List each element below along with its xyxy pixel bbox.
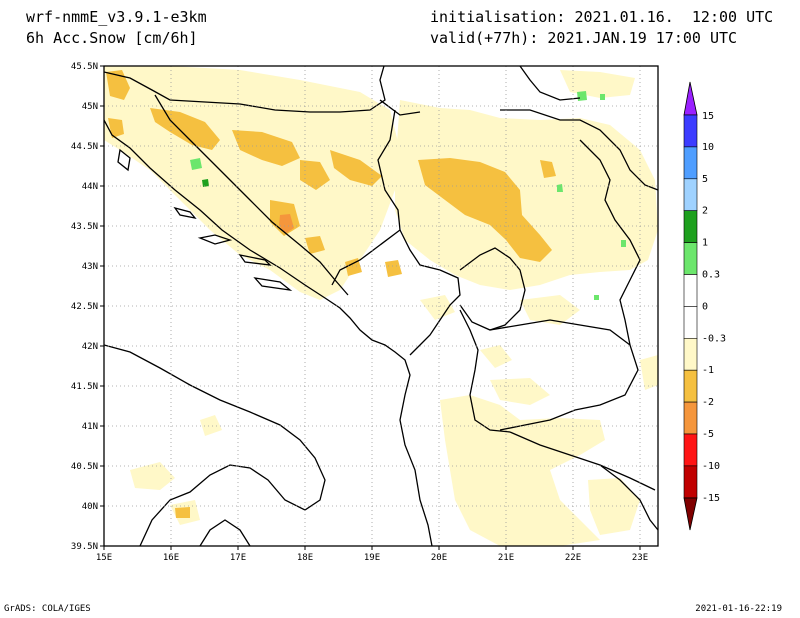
lon-labels: 15E 16E 17E 18E 19E 20E 21E 22E 23E (96, 553, 648, 563)
legend-swatch (683, 401, 698, 435)
legend-label: 10 (702, 142, 714, 153)
footer-right: 2021-01-16-22:19 (695, 604, 782, 614)
legend-swatch (683, 114, 698, 148)
legend-label: -15 (702, 493, 720, 504)
legend-label: 2 (702, 206, 708, 217)
lon-label: 21E (498, 553, 514, 563)
legend-label: -1 (702, 365, 714, 376)
lon-label: 22E (565, 553, 581, 563)
legend-label: 1 (702, 238, 708, 249)
lat-label: 44.5N (71, 142, 98, 152)
lat-label: 45.5N (71, 62, 98, 72)
snow-field (104, 66, 658, 546)
legend-swatch (683, 337, 698, 371)
lat-label: 41.5N (71, 382, 98, 392)
lon-label: 16E (163, 553, 179, 563)
lon-label: 18E (297, 553, 313, 563)
lat-labels: 45.5N 45N 44.5N 44N 43.5N 43N 42.5N 42N … (71, 62, 98, 552)
legend-label-top: 15 (702, 111, 714, 122)
color-legend: 15 10 5 2 1 0.3 0 -0.3 -1 -2 -5 -10 -15 (683, 81, 726, 531)
legend-swatch (683, 369, 698, 403)
legend-swatch (683, 146, 698, 180)
field-title: 6h Acc.Snow [cm/6h] (26, 29, 198, 47)
legend-swatch (683, 433, 698, 467)
model-title: wrf-nmmE_v3.9.1-e3km (26, 8, 207, 26)
legend-label: 0 (702, 301, 708, 312)
lon-label: 20E (431, 553, 447, 563)
lon-label: 15E (96, 553, 112, 563)
lat-label: 43N (82, 262, 98, 272)
lat-label: 45N (82, 102, 98, 112)
legend-swatch (683, 178, 698, 212)
valid-time: valid(+77h): 2021.JAN.19 17:00 UTC (430, 29, 738, 47)
lat-label: 42.5N (71, 302, 98, 312)
graticule (104, 66, 658, 546)
legend-swatch (683, 465, 698, 499)
lon-label: 17E (230, 553, 246, 563)
legend-bottom-arrow (683, 497, 698, 531)
lat-label: 44N (82, 182, 98, 192)
legend-label: -10 (702, 461, 720, 472)
lat-label: 42N (82, 342, 98, 352)
lat-label: 40.5N (71, 462, 98, 472)
lon-label: 19E (364, 553, 380, 563)
legend-swatch (683, 306, 698, 339)
footer-left: GrADS: COLA/IGES (4, 604, 91, 614)
legend-label: -0.3 (702, 333, 726, 344)
legend-swatch (683, 274, 698, 307)
legend-label: -5 (702, 429, 714, 440)
lat-label: 43.5N (71, 222, 98, 232)
lat-label: 40N (82, 502, 98, 512)
lon-label: 23E (632, 553, 648, 563)
init-time: initialisation: 2021.01.16. 12:00 UTC (430, 8, 774, 26)
legend-swatch (683, 242, 698, 275)
lat-label: 39.5N (71, 542, 98, 552)
legend-label: 0.3 (702, 270, 720, 281)
axis-ticks (100, 65, 641, 550)
legend-top-arrow (683, 81, 698, 116)
legend-swatch (683, 210, 698, 243)
legend-label: -2 (702, 397, 714, 408)
lat-label: 41N (82, 422, 98, 432)
legend-label: 5 (702, 174, 708, 185)
